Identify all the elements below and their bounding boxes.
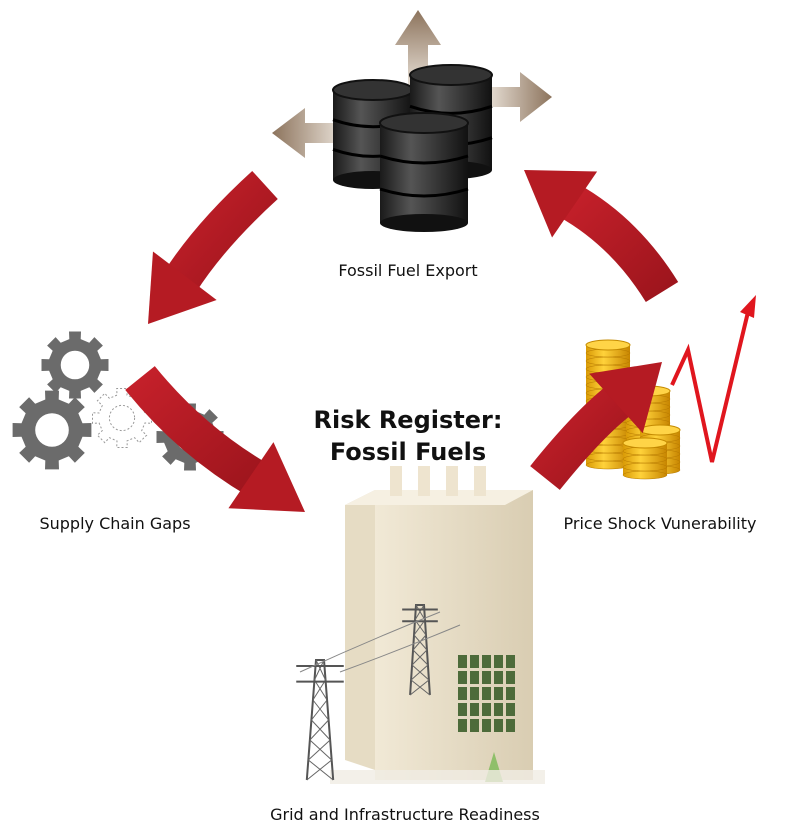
barrel-top <box>409 64 493 86</box>
window <box>506 671 515 684</box>
window <box>482 687 491 700</box>
coin-edge <box>622 462 668 472</box>
gear-hole <box>108 404 136 432</box>
barrel-ring <box>379 187 469 198</box>
cycle-arrow-head <box>524 170 598 238</box>
gear-hole <box>35 413 69 447</box>
cycle-arrow-head <box>228 442 305 512</box>
window <box>494 671 503 684</box>
gear <box>92 388 152 448</box>
coin-stacks <box>585 339 681 480</box>
barrel <box>380 123 468 223</box>
cycle-arrow-body <box>125 365 268 497</box>
node-label: Grid and Infrastructure Readiness <box>270 805 540 824</box>
barrel-top <box>332 79 414 101</box>
window <box>494 703 503 716</box>
barrel-base <box>380 214 468 232</box>
power-building <box>330 466 545 784</box>
coin-edge <box>622 454 668 464</box>
coin-top <box>622 437 668 449</box>
cycle-arrow-head <box>589 362 662 434</box>
node-label: Fossil Fuel Export <box>338 261 477 280</box>
pylon-brace <box>411 649 429 666</box>
cycle-arrow-body <box>163 170 278 293</box>
oil-barrels <box>332 64 493 232</box>
window <box>482 655 491 668</box>
gear-hole <box>60 350 90 380</box>
pylon-brace <box>314 659 326 681</box>
pylons <box>296 604 461 781</box>
window <box>482 671 491 684</box>
window <box>482 719 491 732</box>
cycle-arrow-head <box>148 251 217 324</box>
window <box>458 703 467 716</box>
pylon-brace <box>413 619 427 636</box>
pylon-brace <box>307 739 333 761</box>
pylon-brace <box>311 699 329 721</box>
power-wire <box>299 611 461 673</box>
window <box>506 687 515 700</box>
barrel-ring <box>379 154 469 165</box>
node-label: Supply Chain Gaps <box>39 514 190 533</box>
coin-edge <box>585 356 631 366</box>
pylon-brace <box>412 634 428 651</box>
window <box>482 703 491 716</box>
window <box>506 655 515 668</box>
price-line <box>670 295 756 463</box>
window <box>458 655 467 668</box>
pylon-brace <box>312 679 328 701</box>
cycle-arrow-body <box>530 382 634 490</box>
window <box>470 687 479 700</box>
coin-edge <box>622 470 668 480</box>
title-line: Risk Register: <box>314 406 503 434</box>
title-line: Fossil Fuels <box>330 438 486 466</box>
pylon-brace <box>410 664 430 681</box>
pylon-brace <box>409 679 431 696</box>
pylon-brace <box>309 719 331 741</box>
window <box>494 687 503 700</box>
cycle-arrows <box>125 170 679 512</box>
export-arrows <box>272 10 552 158</box>
coin-top <box>639 424 681 436</box>
barrel-ring <box>409 104 493 115</box>
window <box>506 719 515 732</box>
window <box>470 703 479 716</box>
coin-top <box>585 339 631 351</box>
pylon-brace <box>414 604 426 621</box>
window <box>494 655 503 668</box>
window <box>470 719 479 732</box>
cycle-arrow-body <box>558 183 679 303</box>
window <box>470 655 479 668</box>
window <box>470 671 479 684</box>
node-label: Price Shock Vunerability <box>564 514 757 533</box>
window <box>458 719 467 732</box>
window <box>458 671 467 684</box>
window <box>458 687 467 700</box>
pylon-brace <box>306 759 334 781</box>
window <box>506 703 515 716</box>
window <box>494 719 503 732</box>
barrel-top <box>379 112 469 134</box>
